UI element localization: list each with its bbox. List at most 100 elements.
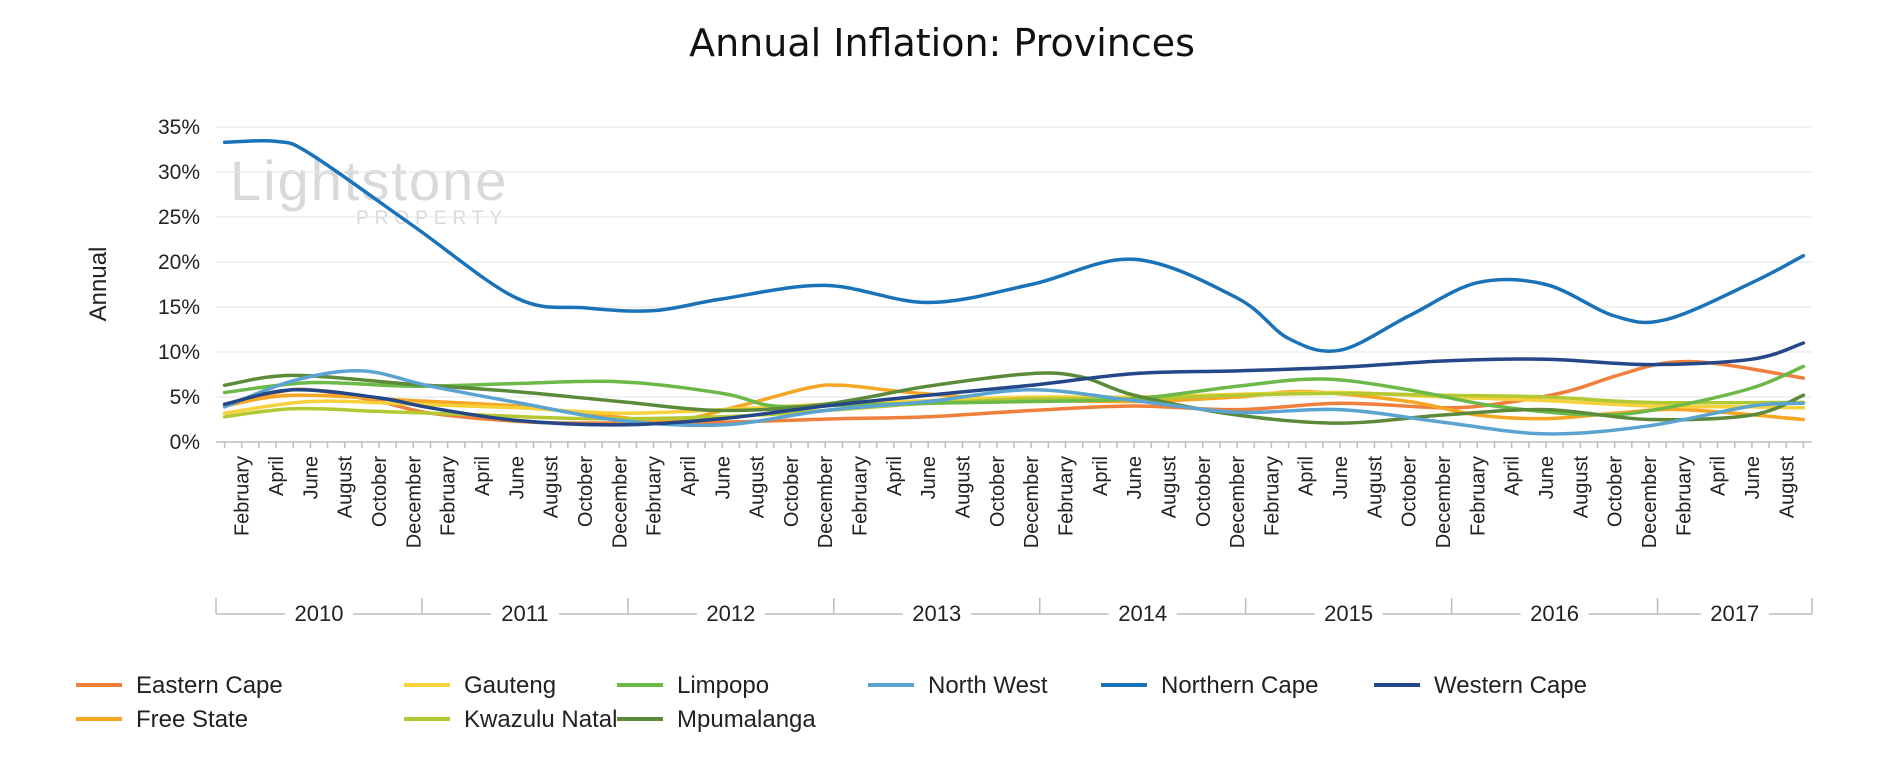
y-tick-label: 20% bbox=[158, 251, 200, 274]
lightstone-watermark: Lightstone PROPERTY bbox=[230, 149, 508, 229]
x-tick-label: June bbox=[1124, 456, 1146, 499]
x-tick-label: October bbox=[1605, 456, 1627, 527]
year-label-bg bbox=[696, 602, 765, 628]
legend-item-northern-cape[interactable]: Northern Cape bbox=[1101, 672, 1318, 699]
legend-label: Free State bbox=[136, 706, 248, 733]
x-tick-label: February bbox=[644, 456, 666, 536]
x-tick-label: October bbox=[1193, 456, 1215, 527]
year-label: 2012 bbox=[706, 601, 755, 626]
year-label: 2016 bbox=[1530, 601, 1579, 626]
year-label: 2013 bbox=[912, 601, 961, 626]
legend-label: North West bbox=[928, 672, 1048, 699]
year-label-bg bbox=[1520, 602, 1589, 628]
x-tick-label: August bbox=[1570, 456, 1592, 519]
watermark-brand: Lightstone bbox=[230, 149, 508, 212]
x-tick-label: October bbox=[987, 456, 1009, 527]
x-tick-label: October bbox=[369, 456, 391, 527]
legend: Eastern Cape Gauteng Limpopo North West Nort… bbox=[76, 672, 1587, 733]
x-tick-label: August bbox=[1776, 456, 1798, 519]
legend-item-limpopo[interactable]: Limpopo bbox=[617, 672, 769, 699]
chart-title: Annual Inflation: Provinces bbox=[689, 21, 1195, 65]
year-label-bg bbox=[1314, 602, 1383, 628]
x-tick-label: April bbox=[678, 456, 700, 496]
year-label: 2010 bbox=[294, 601, 343, 626]
x-tick-label: April bbox=[1708, 456, 1730, 496]
x-tick-label: April bbox=[884, 456, 906, 496]
x-tick-label: August bbox=[541, 456, 563, 519]
legend-item-free-state[interactable]: Free State bbox=[76, 706, 248, 733]
x-tick-label: December bbox=[1227, 456, 1249, 549]
y-tick-label: 0% bbox=[170, 431, 200, 454]
legend-label: Limpopo bbox=[677, 672, 769, 699]
x-tick-label: June bbox=[1742, 456, 1764, 499]
legend-item-eastern-cape[interactable]: Eastern Cape bbox=[76, 672, 283, 699]
legend-label: Eastern Cape bbox=[136, 672, 283, 699]
legend-item-mpumalanga[interactable]: Mpumalanga bbox=[617, 706, 816, 733]
x-tick-label: August bbox=[1364, 456, 1386, 519]
legend-label: Northern Cape bbox=[1161, 672, 1318, 699]
x-tick-label: April bbox=[1502, 456, 1524, 496]
watermark-sub: PROPERTY bbox=[356, 208, 508, 229]
x-tick-label: February bbox=[1673, 456, 1695, 536]
x-tick-label: October bbox=[1399, 456, 1421, 527]
x-tick-label: April bbox=[266, 456, 288, 496]
x-axis: February April June August October December Fe… bbox=[215, 441, 1813, 628]
x-tick-label: December bbox=[1639, 456, 1661, 549]
year-label: 2014 bbox=[1118, 601, 1167, 626]
x-tick-label: December bbox=[403, 456, 425, 549]
y-tick-label: 10% bbox=[158, 341, 200, 364]
series-line-limpopo bbox=[222, 364, 1806, 417]
series-line-northern-cape bbox=[222, 138, 1806, 353]
x-tick-label: February bbox=[1261, 456, 1283, 536]
x-tick-label: June bbox=[918, 456, 940, 499]
y-axis: 0% 5% 10% 15% 20% 25% 30% 35% bbox=[158, 116, 200, 454]
x-tick-label: August bbox=[1158, 456, 1180, 519]
x-tick-label: August bbox=[747, 456, 769, 519]
legend-item-kwazulu-natal[interactable]: Kwazulu Natal bbox=[404, 706, 617, 733]
x-tick-label: June bbox=[300, 456, 322, 499]
legend-item-north-west[interactable]: North West bbox=[868, 672, 1048, 699]
x-tick-label: June bbox=[506, 456, 528, 499]
y-tick-label: 15% bbox=[158, 296, 200, 319]
series-line-western-cape bbox=[222, 341, 1806, 427]
legend-label: Kwazulu Natal bbox=[464, 706, 617, 733]
x-tick-label: August bbox=[953, 456, 975, 519]
x-tick-label: August bbox=[335, 456, 357, 519]
year-label-bg bbox=[490, 602, 559, 628]
year-label: 2017 bbox=[1710, 601, 1759, 626]
x-tick-label: December bbox=[1433, 456, 1455, 549]
y-tick-label: 30% bbox=[158, 161, 200, 184]
legend-label: Mpumalanga bbox=[677, 706, 816, 733]
x-tick-label: February bbox=[1055, 456, 1077, 536]
legend-item-western-cape[interactable]: Western Cape bbox=[1374, 672, 1587, 699]
x-tick-label: April bbox=[1296, 456, 1318, 496]
x-tick-label: February bbox=[438, 456, 460, 536]
y-tick-label: 25% bbox=[158, 206, 200, 229]
year-label-bg bbox=[902, 602, 971, 628]
y-tick-label: 5% bbox=[170, 386, 200, 409]
legend-label: Gauteng bbox=[464, 672, 556, 699]
year-label: 2011 bbox=[501, 601, 548, 626]
x-tick-label: February bbox=[1467, 456, 1489, 536]
year-label-bg bbox=[1108, 602, 1177, 628]
x-tick-label: December bbox=[609, 456, 631, 549]
x-tick-label: June bbox=[712, 456, 734, 499]
x-tick-label: June bbox=[1536, 456, 1558, 499]
series-line-gauteng bbox=[222, 390, 1806, 415]
year-label-bg bbox=[1700, 602, 1769, 628]
year-label-bg bbox=[284, 602, 353, 628]
year-label: 2015 bbox=[1324, 601, 1373, 626]
x-tick-label: February bbox=[232, 456, 254, 536]
legend-item-gauteng[interactable]: Gauteng bbox=[404, 672, 556, 699]
x-tick-label: April bbox=[472, 456, 494, 496]
x-tick-label: October bbox=[781, 456, 803, 527]
x-tick-label: December bbox=[1021, 456, 1043, 549]
series-line-north-west bbox=[222, 369, 1806, 436]
legend-label: Western Cape bbox=[1434, 672, 1587, 699]
y-tick-label: 35% bbox=[158, 116, 200, 139]
series-lines bbox=[222, 138, 1806, 436]
x-tick-label: December bbox=[815, 456, 837, 549]
y-axis-label: Annual bbox=[85, 247, 112, 322]
x-tick-label: October bbox=[575, 456, 597, 527]
